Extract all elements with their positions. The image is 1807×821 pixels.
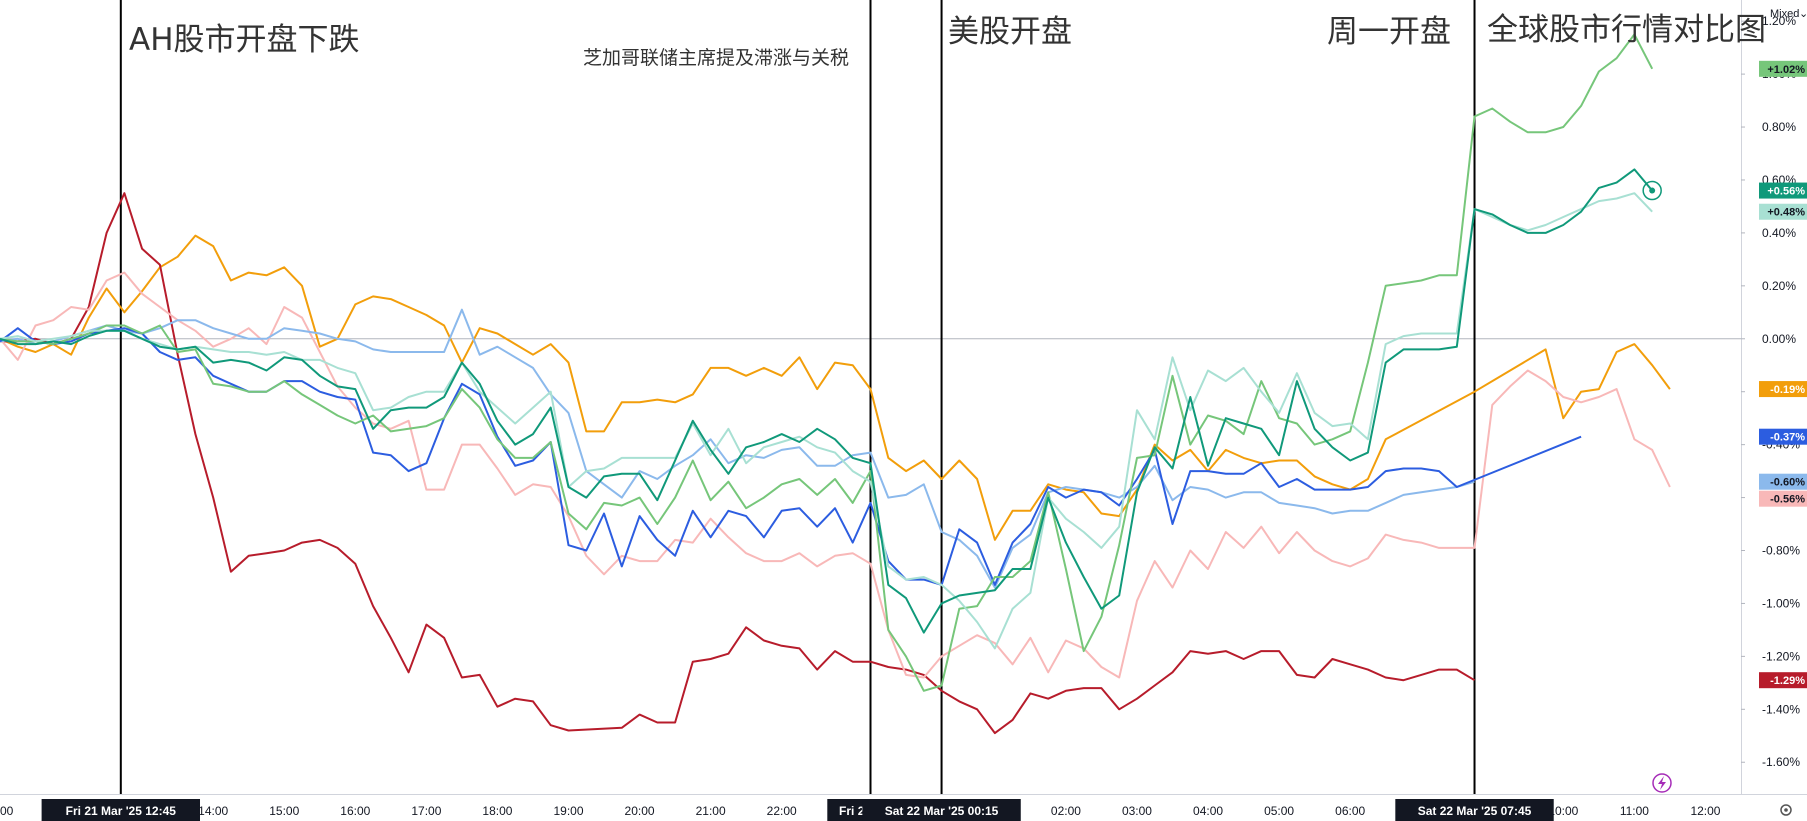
x-tick-label: 02:00	[1051, 804, 1081, 818]
series-line-7[interactable]	[0, 168, 1653, 634]
y-tick-label: -0.80%	[1762, 544, 1800, 558]
annotation-chicago-fed[interactable]: 芝加哥联储主席提及滞涨与关税	[583, 47, 849, 69]
last-value-badge-3: -0.60%	[1759, 473, 1807, 490]
y-tick-label: -1.20%	[1762, 649, 1800, 663]
x-tick-label: 10:00	[1548, 804, 1578, 818]
annotation-global-comparison[interactable]: 全球股市行情对比图	[1487, 12, 1766, 48]
scale-mode-label[interactable]: Mixed	[1770, 8, 1799, 20]
x-tick-label: 20:00	[625, 804, 655, 818]
x-tick-label: 06:00	[1335, 804, 1365, 818]
last-value-badge-5: +1.02%	[1759, 60, 1807, 77]
y-tick-label: 1.20%	[1762, 14, 1796, 28]
x-tick-label: 05:00	[1264, 804, 1294, 818]
series-line-1[interactable]	[0, 192, 1476, 735]
annotation-ah-market-open[interactable]: AH股市开盘下跌	[129, 22, 360, 58]
last-value-badge-bg	[1759, 381, 1807, 398]
x-tick-label: 22:00	[767, 804, 797, 818]
time-badge-label: Sat 22 Mar '25 00:15	[885, 804, 999, 818]
last-value-badge-7: +0.56%	[1759, 182, 1807, 199]
x-tick-label: 03:00	[1122, 804, 1152, 818]
time-badge-bg	[862, 799, 1021, 821]
last-value-badge-2: -0.56%	[1759, 490, 1807, 507]
annotation-us-market-open[interactable]: 美股开盘	[948, 14, 1072, 50]
time-badge-bg	[1395, 799, 1554, 821]
settings-gear-icon[interactable]	[1780, 804, 1792, 816]
series-line-5[interactable]	[0, 33, 1654, 692]
last-value-badge-label: -0.19%	[1770, 384, 1805, 396]
lightning-icon[interactable]	[1652, 773, 1672, 793]
last-value-badge-label: -0.37%	[1770, 432, 1805, 444]
y-tick-label: -1.40%	[1762, 702, 1800, 716]
annotation-monday-open[interactable]: 周一开盘	[1327, 14, 1451, 50]
crosshair-marker[interactable]	[1642, 180, 1662, 201]
time-badge-bg	[41, 799, 201, 821]
series-line-2[interactable]	[0, 271, 1671, 679]
series-layer	[0, 33, 1671, 735]
time-badge-0[interactable]: Fri 21 Mar '25 12:45	[41, 799, 201, 821]
series-line-0[interactable]	[0, 234, 1671, 541]
last-value-badge-label: +0.56%	[1767, 186, 1805, 198]
time-scale[interactable]: 00 14:00 15:00 16:00 17:00 18:00 19:00 20:00 21:…	[0, 794, 1807, 821]
y-tick-label: 0.20%	[1762, 279, 1796, 293]
last-value-badge-bg	[1759, 490, 1807, 507]
last-value-badge-bg	[1759, 428, 1807, 445]
x-tick-label: 16:00	[340, 804, 370, 818]
last-value-badge-label: -1.29%	[1770, 675, 1805, 687]
x-tick-label: 17:00	[411, 804, 441, 818]
crosshair-dot	[1649, 187, 1656, 194]
x-tick-label: 00	[0, 804, 14, 818]
last-value-badge-bg	[1759, 182, 1807, 199]
y-tick-label: 0.80%	[1762, 120, 1796, 134]
x-tick-label: 19:00	[553, 804, 583, 818]
time-badge-2[interactable]: Sat 22 Mar '25 00:15	[862, 799, 1021, 821]
x-tick-label: 12:00	[1690, 804, 1720, 818]
last-value-badge-label: -0.60%	[1770, 477, 1805, 489]
last-value-badge-bg	[1759, 60, 1807, 77]
last-value-badge-0: -0.19%	[1759, 381, 1807, 398]
annotations-layer: AH股市开盘下跌 芝加哥联储主席提及滞涨与关税 美股开盘 周一开盘 全球股市行情…	[129, 12, 1766, 69]
chevron-down-icon[interactable]: ⌄	[1799, 8, 1807, 20]
last-value-badge-bg	[1759, 203, 1807, 220]
y-tick-label: -1.00%	[1762, 596, 1800, 610]
event-vertical-lines-layer	[119, 0, 1476, 794]
x-tick-label: 04:00	[1193, 804, 1223, 818]
last-value-badges-layer: +1.02% +0.56% +0.48% -0.19% -0.37% -0.60% -0.5…	[1759, 60, 1807, 689]
x-tick-label: 15:00	[269, 804, 299, 818]
x-tick-label: 14:00	[198, 804, 228, 818]
last-value-badge-4: -0.37%	[1759, 428, 1807, 445]
last-value-badge-6: +0.48%	[1759, 203, 1807, 220]
last-value-badge-label: +0.48%	[1767, 207, 1805, 219]
time-badge-label: Fri 21 Mar '25 12:45	[66, 804, 177, 818]
series-line-6[interactable]	[0, 192, 1653, 650]
y-tick-label: 0.00%	[1762, 332, 1796, 346]
time-badge-label: Sat 22 Mar '25 07:45	[1418, 804, 1532, 818]
x-tick-label: 21:00	[696, 804, 726, 818]
last-value-badge-label: -0.56%	[1770, 494, 1805, 506]
x-tick-label: 11:00	[1620, 804, 1649, 818]
cursor-marker-layer	[1642, 180, 1662, 201]
x-tick-label: 18:00	[482, 804, 512, 818]
scale-mode-control[interactable]: Mixed ⌄	[1770, 8, 1807, 20]
y-tick-label: 0.40%	[1762, 226, 1796, 240]
last-value-badge-bg	[1759, 473, 1807, 490]
last-value-badge-1: -1.29%	[1759, 672, 1807, 689]
last-value-badge-label: +1.02%	[1767, 64, 1805, 76]
time-badge-3[interactable]: Sat 22 Mar '25 07:45	[1395, 799, 1554, 821]
last-value-badge-bg	[1759, 672, 1807, 689]
y-tick-label: -1.60%	[1762, 755, 1800, 769]
